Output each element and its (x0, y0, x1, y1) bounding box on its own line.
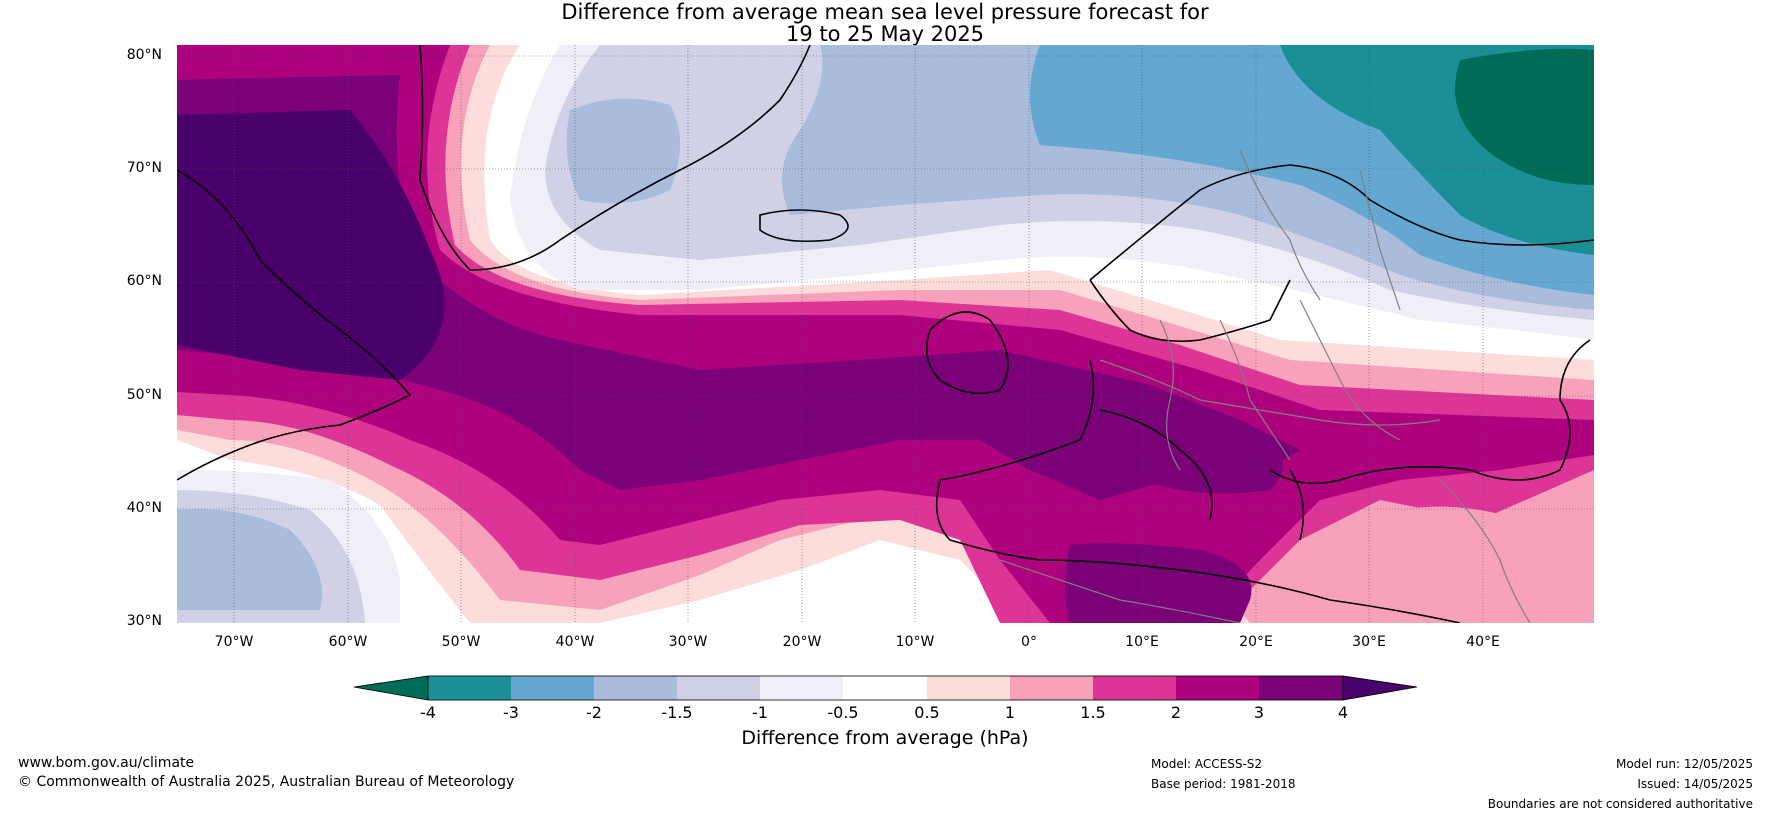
lon-label: 20°E (1239, 634, 1273, 650)
map-subtitle-dates: 19 to 25 May 2025 (785, 22, 985, 46)
model-name: Model: ACCESS-S2 (1151, 757, 1263, 771)
colorbar-tick-label: 2 (1170, 703, 1182, 722)
colorbar-title: Difference from average (hPa) (741, 727, 1029, 749)
colorbar-tick-label: 3 (1253, 703, 1265, 722)
colorbar-min-arrow (353, 675, 429, 701)
colorbar-tick-label: -0.5 (827, 703, 859, 722)
positive-anomaly-levant (1400, 506, 1540, 610)
colorbar-bin (511, 676, 594, 700)
colorbar-bin (927, 676, 1010, 700)
colorbar-bin (1176, 676, 1259, 700)
base-period: Base period: 1981-2018 (1151, 777, 1296, 791)
colorbar-bin (1259, 676, 1343, 700)
lon-label: 10°E (1125, 634, 1159, 650)
positive-anomaly-3hpa (177, 75, 1300, 500)
negative-anomaly-4hpa (1455, 48, 1594, 185)
colorbar-bin (594, 676, 677, 700)
colorbar-bin (1010, 676, 1093, 700)
negative-anomaly-sw-atlantic-inner (177, 509, 322, 610)
country-borders (999, 149, 1531, 623)
colorbar-tick-label: 0.5 (914, 703, 940, 722)
colorbar-max-arrow (1342, 675, 1418, 701)
positive-anomaly-4hpa (177, 110, 445, 380)
lon-label: 70°W (214, 634, 254, 650)
lat-label: 50°N (126, 387, 162, 403)
colorbar-tick-label: -3 (503, 703, 519, 722)
lon-label: 40°W (555, 634, 595, 650)
model-run-date: Model run: 12/05/2025 (1615, 757, 1753, 771)
colorbar-tick-label: -2 (586, 703, 602, 722)
colorbar-tick-label: 1.5 (1080, 703, 1106, 722)
boundary-disclaimer: Boundaries are not considered authoritat… (1487, 797, 1753, 811)
colorbar-bin (677, 676, 760, 700)
colorbar-tick-label: -1 (752, 703, 768, 722)
colorbar-tick-label: -4 (420, 703, 436, 722)
coastlines (177, 45, 1594, 623)
lat-label: 70°N (126, 160, 162, 176)
colorbar-bin (760, 676, 843, 700)
lon-label: 10°W (895, 634, 935, 650)
website-link[interactable]: www.bom.gov.au/climate (18, 755, 195, 771)
colorbar-bin (843, 676, 927, 700)
lon-label: 30°W (668, 634, 708, 650)
colorbar-tick-label: -1.5 (661, 703, 693, 722)
graticule (177, 45, 1594, 623)
lon-label: 0° (1021, 634, 1037, 650)
colorbar-bin (1093, 676, 1176, 700)
map-title: Difference from average mean sea level p… (561, 0, 1209, 24)
colorbar (353, 675, 1418, 701)
pressure-anomaly-field (177, 45, 1594, 623)
lon-label: 40°E (1466, 634, 1500, 650)
colorbar-tick-label: 4 (1337, 703, 1349, 722)
lon-label: 60°W (328, 634, 368, 650)
lon-label: 30°E (1352, 634, 1386, 650)
lat-label: 40°N (126, 500, 162, 516)
issued-date: Issued: 14/05/2025 (1637, 777, 1753, 791)
lat-label: 60°N (126, 273, 162, 289)
lat-label: 80°N (126, 47, 162, 63)
copyright-notice: © Commonwealth of Australia 2025, Austra… (18, 774, 515, 790)
lon-label: 50°W (441, 634, 481, 650)
colorbar-tick-label: 1 (1004, 703, 1016, 722)
lon-label: 20°W (782, 634, 822, 650)
colorbar-bin (428, 676, 511, 700)
lat-label: 30°N (126, 613, 162, 629)
positive-anomaly-balkans (1110, 426, 1283, 494)
negative-anomaly-greenland-sea (566, 98, 680, 204)
